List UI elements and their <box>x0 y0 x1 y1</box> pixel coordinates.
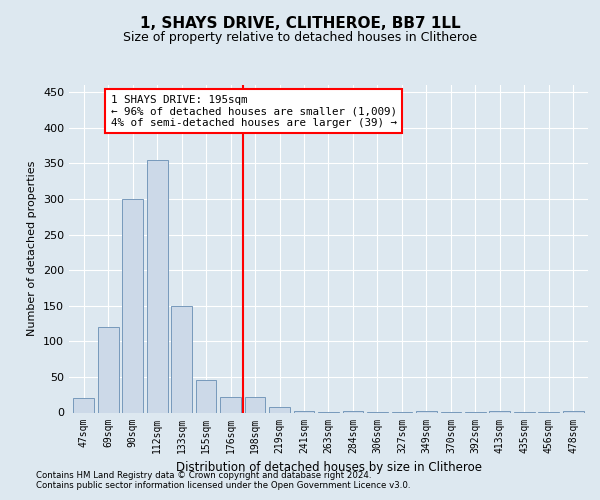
X-axis label: Distribution of detached houses by size in Clitheroe: Distribution of detached houses by size … <box>176 461 482 474</box>
Bar <box>73 398 94 412</box>
Bar <box>196 380 217 412</box>
Text: Contains public sector information licensed under the Open Government Licence v3: Contains public sector information licen… <box>36 482 410 490</box>
Bar <box>563 411 584 412</box>
Bar <box>343 411 364 412</box>
Text: 1, SHAYS DRIVE, CLITHEROE, BB7 1LL: 1, SHAYS DRIVE, CLITHEROE, BB7 1LL <box>140 16 460 32</box>
Text: 1 SHAYS DRIVE: 195sqm
← 96% of detached houses are smaller (1,009)
4% of semi-de: 1 SHAYS DRIVE: 195sqm ← 96% of detached … <box>110 95 397 128</box>
Bar <box>220 397 241 412</box>
Text: Size of property relative to detached houses in Clitheroe: Size of property relative to detached ho… <box>123 31 477 44</box>
Bar <box>416 411 437 412</box>
Bar <box>98 327 119 412</box>
Bar <box>147 160 167 412</box>
Bar <box>490 411 510 412</box>
Bar <box>122 199 143 412</box>
Text: Contains HM Land Registry data © Crown copyright and database right 2024.: Contains HM Land Registry data © Crown c… <box>36 472 371 480</box>
Bar <box>269 407 290 412</box>
Y-axis label: Number of detached properties: Number of detached properties <box>28 161 37 336</box>
Bar <box>245 397 265 412</box>
Bar <box>293 411 314 412</box>
Bar <box>171 306 192 412</box>
